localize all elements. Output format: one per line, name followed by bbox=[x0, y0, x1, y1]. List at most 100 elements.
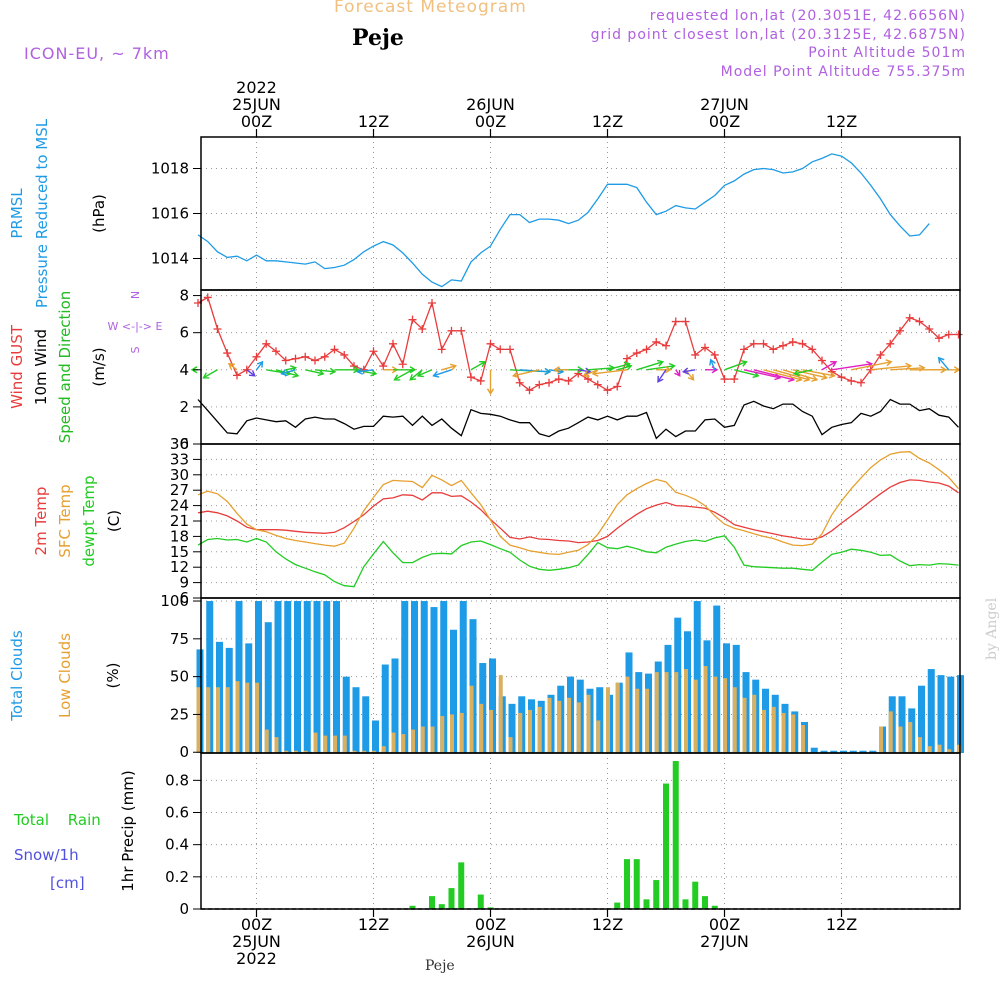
precip-bar bbox=[624, 859, 630, 909]
top-time-label: 00Z bbox=[475, 112, 506, 131]
clouds-bar bbox=[342, 676, 350, 753]
wind-arrow-head bbox=[409, 374, 417, 381]
temperature-axis-label: 2m Temp bbox=[32, 487, 50, 556]
gust-marker bbox=[233, 371, 241, 380]
temperature-ytick-label: 36 bbox=[170, 435, 189, 453]
low-cloud-bar bbox=[479, 703, 484, 753]
gust-marker bbox=[720, 375, 729, 384]
clouds-axis-label: (%) bbox=[104, 663, 122, 689]
wind-arrow bbox=[583, 369, 599, 377]
clouds-bar bbox=[440, 601, 448, 753]
gust-marker bbox=[749, 339, 758, 348]
low-cloud-bar bbox=[937, 744, 942, 753]
gust-marker bbox=[915, 317, 924, 326]
gust-marker bbox=[320, 352, 329, 361]
wind-arrow-head bbox=[190, 366, 198, 374]
gust-marker bbox=[311, 356, 319, 365]
wind-arrow-head bbox=[584, 367, 592, 375]
precip-bar bbox=[448, 888, 455, 909]
wind-ytick-label: 4 bbox=[179, 361, 189, 379]
clouds-bar bbox=[391, 658, 399, 753]
low-cloud-bar bbox=[762, 709, 766, 753]
low-cloud-bar bbox=[576, 702, 581, 753]
wind-arrow-head bbox=[937, 356, 945, 364]
low-cloud-bar bbox=[927, 746, 932, 753]
gust-marker bbox=[818, 356, 826, 365]
wind-arrow-head bbox=[885, 359, 893, 367]
wind-arrow-head bbox=[479, 360, 487, 368]
clouds-bar bbox=[840, 750, 847, 753]
pressure-axis-label: (hPa) bbox=[90, 194, 108, 233]
low-cloud-bar bbox=[547, 697, 552, 753]
clouds-bar bbox=[508, 703, 516, 753]
wind-axis-label: Speed and Direction bbox=[56, 291, 74, 444]
wind-arrow bbox=[646, 365, 675, 371]
precip-axis-label: 1hr Precip (mm) bbox=[119, 770, 137, 891]
low-cloud-bar bbox=[518, 712, 523, 753]
low-cloud-bar bbox=[654, 672, 659, 753]
gust-marker bbox=[759, 339, 768, 348]
wind-arrow-head bbox=[202, 372, 210, 379]
clouds-bar bbox=[274, 601, 282, 753]
wind-arrow-head bbox=[657, 375, 664, 383]
compass-north: N bbox=[129, 291, 142, 299]
top-time-label: 26JUN bbox=[466, 95, 515, 114]
bottom-time-label: 12Z bbox=[592, 915, 623, 934]
gust-marker bbox=[272, 347, 280, 356]
low-cloud-bar bbox=[781, 712, 786, 753]
clouds-bar bbox=[430, 607, 438, 753]
gust-marker bbox=[730, 375, 739, 384]
wind-arrow-head bbox=[227, 362, 235, 370]
wind-arrow bbox=[417, 369, 433, 377]
gust-marker bbox=[330, 345, 339, 354]
gust-marker bbox=[798, 339, 807, 348]
wind-arrow bbox=[724, 361, 747, 371]
low-cloud-bar bbox=[528, 709, 532, 753]
clouds-bar bbox=[352, 687, 360, 753]
low-cloud-bar bbox=[245, 682, 250, 753]
top-time-label: 12Z bbox=[826, 112, 857, 131]
wind-arrow bbox=[782, 369, 818, 381]
precip-rain-label: Total Rain bbox=[13, 811, 101, 829]
low-cloud-bar bbox=[284, 750, 289, 753]
gust-marker bbox=[486, 339, 495, 348]
low-cloud-bar bbox=[664, 672, 669, 753]
clouds-bar bbox=[859, 750, 867, 753]
wind-arrow bbox=[592, 369, 628, 375]
wind-arrow-head bbox=[317, 369, 325, 377]
wind-arrow bbox=[394, 369, 413, 381]
wind-arrow-head bbox=[353, 366, 360, 374]
wind-arrow bbox=[938, 357, 950, 371]
low-cloud-bar bbox=[508, 737, 513, 753]
gust-marker bbox=[652, 337, 661, 346]
wind-arrow bbox=[870, 365, 911, 371]
wind-arrow-head bbox=[544, 367, 552, 376]
gust-marker bbox=[428, 298, 436, 307]
temperature-ytick-label: 9 bbox=[179, 574, 189, 592]
pressure-ytick-label: 1014 bbox=[151, 250, 189, 268]
gust-marker bbox=[671, 317, 680, 326]
low-cloud-bar bbox=[459, 712, 464, 753]
gust-marker bbox=[954, 330, 963, 339]
gust-marker bbox=[554, 375, 563, 384]
wind-arrow bbox=[513, 369, 540, 377]
gust-marker bbox=[710, 350, 719, 359]
gust-marker bbox=[535, 380, 544, 389]
wind-axis-label: 10m Wind bbox=[32, 329, 50, 405]
gust-marker bbox=[642, 345, 651, 354]
wind-arrow-head bbox=[811, 375, 819, 382]
wind-arrow-head bbox=[486, 388, 495, 396]
clouds-bar bbox=[401, 601, 409, 753]
wind-arrow-head bbox=[591, 369, 599, 377]
clouds-bar bbox=[255, 601, 262, 753]
wind-arrow-head bbox=[280, 369, 288, 376]
low-cloud-bar bbox=[440, 715, 445, 753]
clouds-bar bbox=[323, 601, 331, 753]
wind-arrow-head bbox=[792, 369, 801, 377]
gust-marker bbox=[808, 345, 817, 354]
temperature-ytick-label: 24 bbox=[170, 497, 189, 515]
bottom-time-label: 27JUN bbox=[700, 932, 749, 951]
wind-arrow-head bbox=[329, 367, 337, 375]
low-cloud-bar bbox=[957, 744, 961, 753]
bottom-time-label: 26JUN bbox=[466, 932, 515, 951]
